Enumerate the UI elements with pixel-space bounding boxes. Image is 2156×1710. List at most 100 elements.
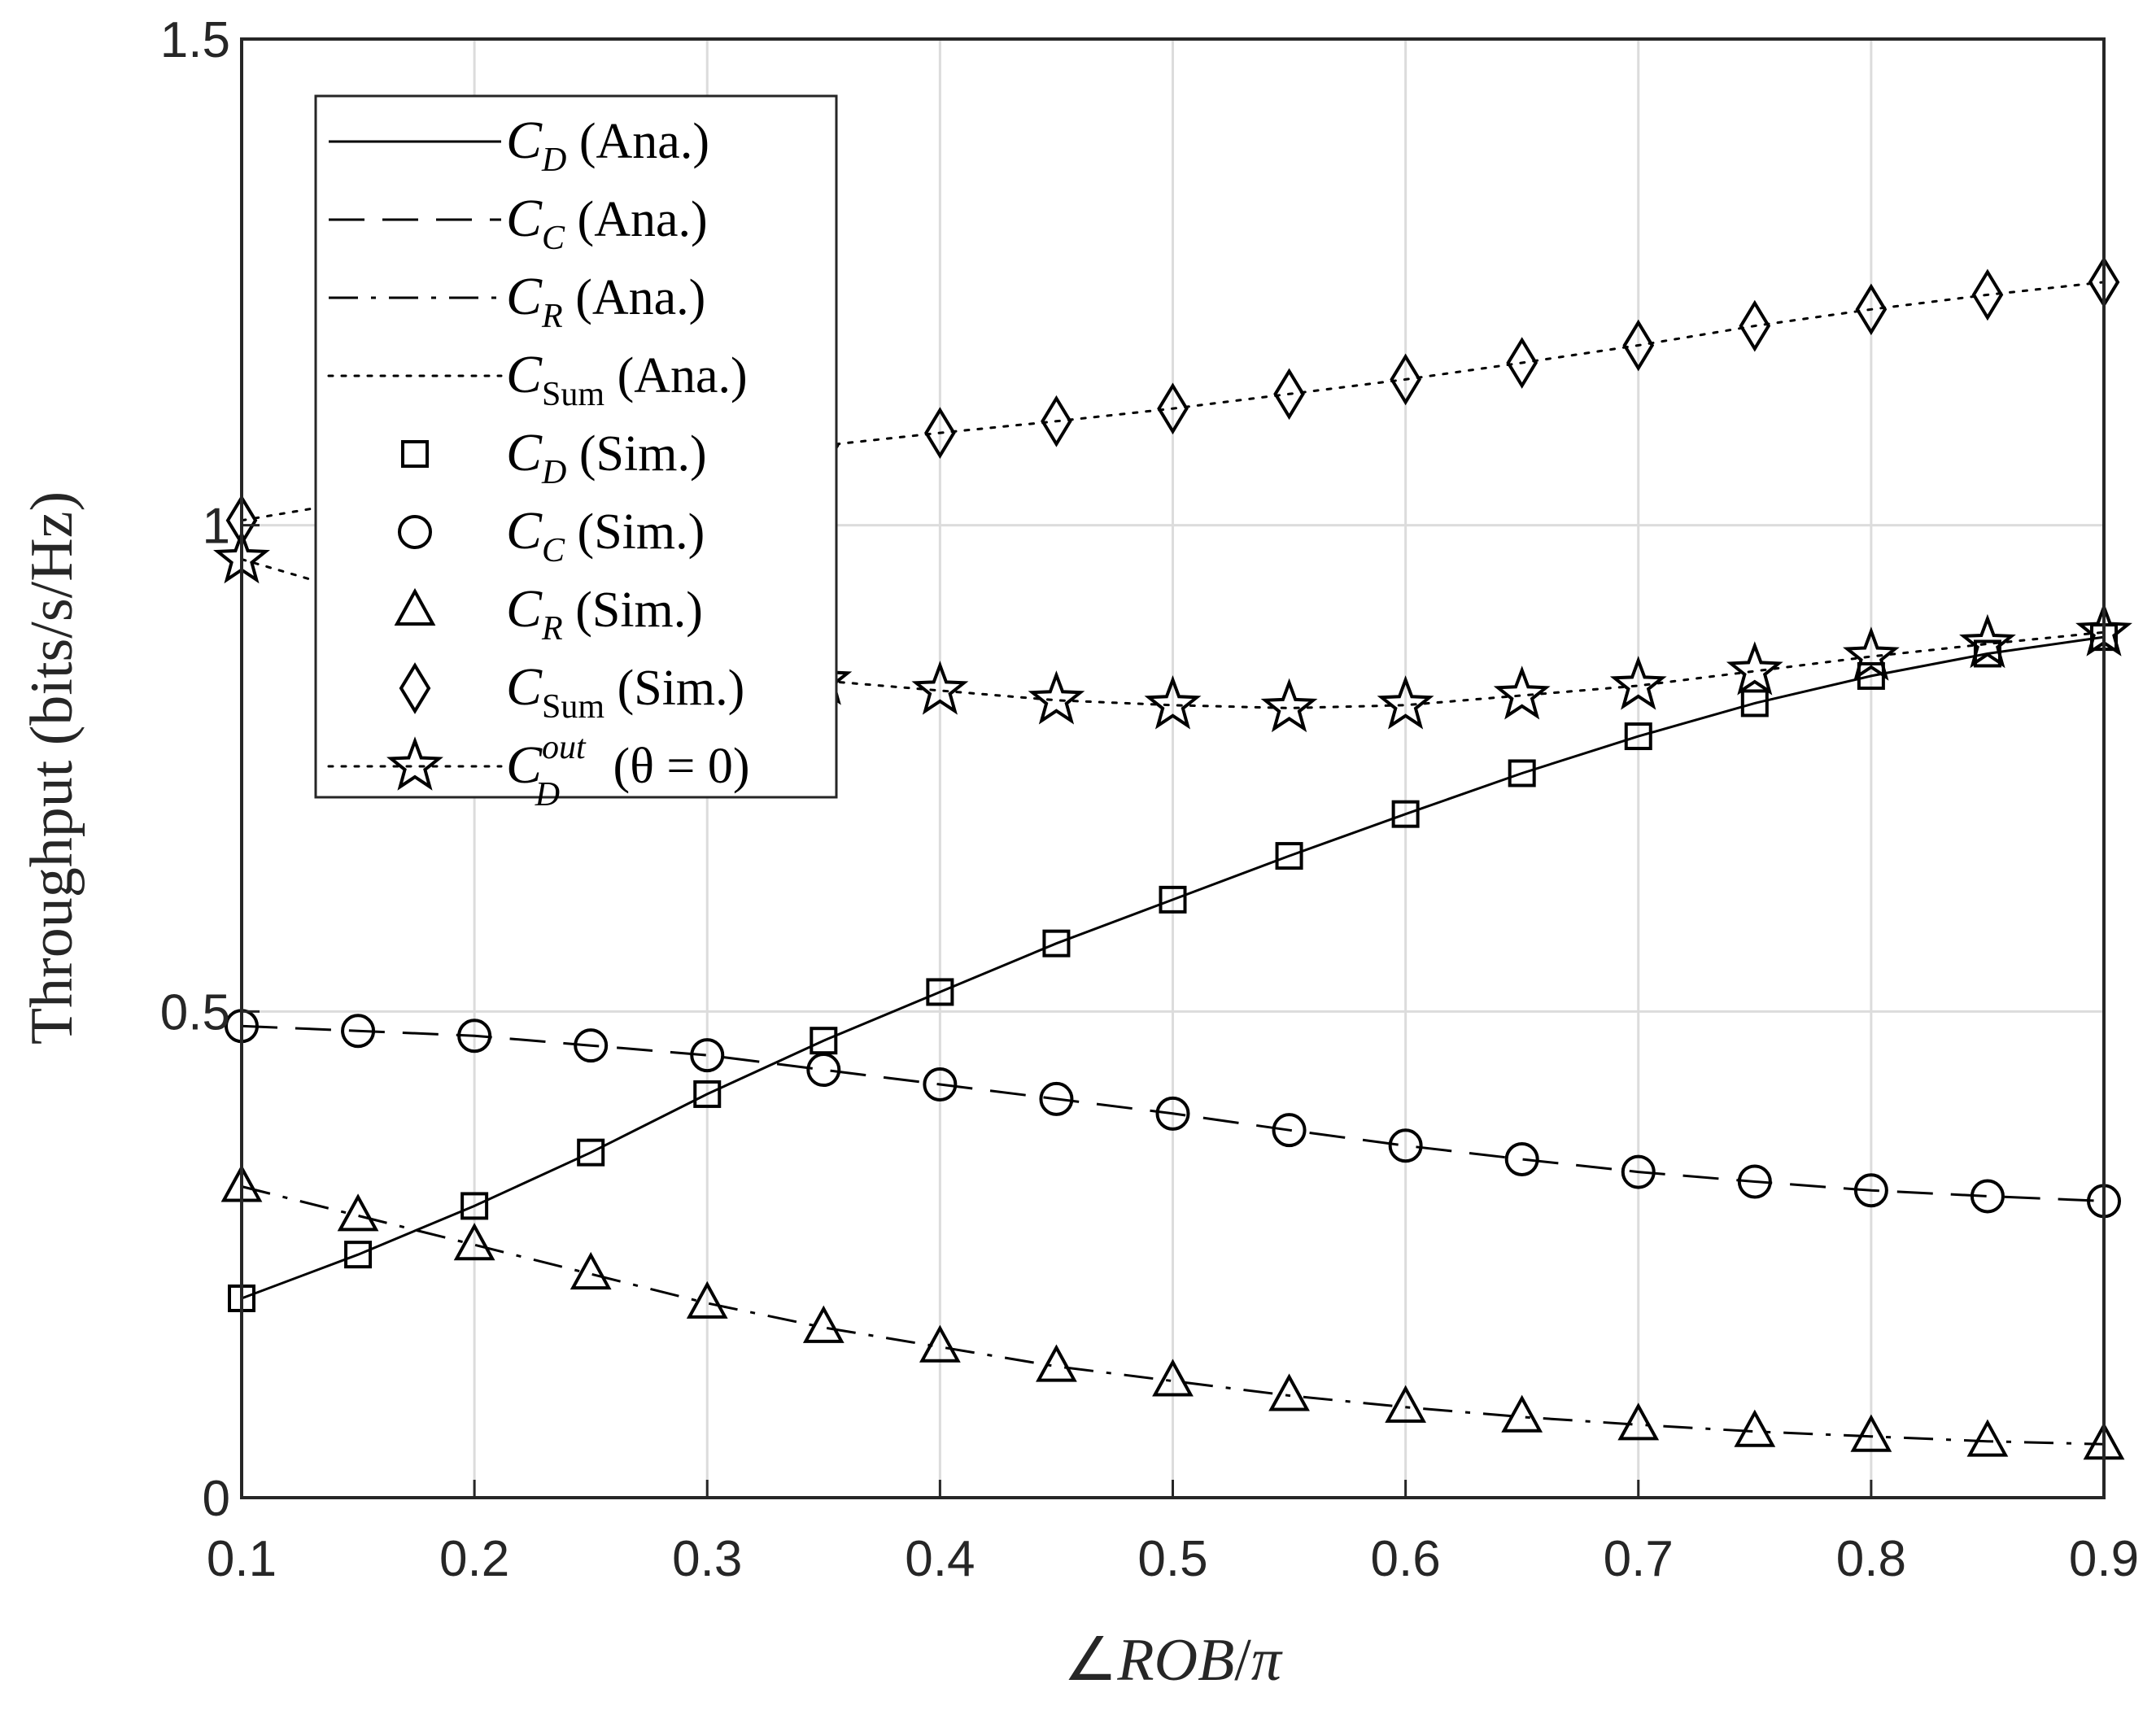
legend-label: Cout D (θ = 0) — [506, 729, 750, 814]
x-tick-label: 0.6 — [1371, 1531, 1441, 1587]
legend-item-cd_out: Cout D (θ = 0) — [327, 729, 750, 814]
marker-cr_sim — [1385, 1385, 1427, 1423]
marker-cr_sim — [570, 1251, 612, 1290]
marker-cd_out — [1377, 675, 1434, 730]
marker-cr_sim — [919, 1324, 961, 1363]
marker-cd_sim — [1740, 689, 1769, 718]
legend-marker — [386, 736, 443, 791]
marker-cr_sim — [1268, 1373, 1310, 1411]
marker-cc_sim — [1388, 1128, 1423, 1163]
marker-csum_sim — [1157, 382, 1189, 435]
marker-cd_sim — [577, 1138, 605, 1167]
legend-label: CD (Ana.) — [506, 111, 709, 179]
marker-cc_sim — [1621, 1154, 1656, 1189]
legend-item-csum_sim: CSum (Sim.) — [399, 657, 744, 726]
marker-cc_sim — [923, 1067, 958, 1101]
x-tick-label: 0.9 — [2069, 1531, 2139, 1587]
legend-item-cc_sim: CC (Sim.) — [398, 501, 705, 569]
x-tick-label: 0.5 — [1137, 1531, 1207, 1587]
marker-cr_sim — [1501, 1394, 1543, 1433]
marker-cd_out — [1609, 656, 1667, 710]
x-tick-label: 0.3 — [672, 1531, 742, 1587]
legend-item-cr_sim: CR (Sim.) — [394, 579, 703, 648]
marker-cd_sim — [344, 1241, 373, 1269]
marker-cc_sim — [1504, 1142, 1539, 1177]
tick-labels: 0.1 0.2 0.3 0.4 0.5 0.6 0.7 0.8 0.9 0 0.5 1 1.5 — [160, 12, 2139, 1587]
marker-cr_sim — [686, 1280, 728, 1319]
marker-cc_sim — [1272, 1113, 1307, 1148]
marker-cd_out — [1260, 678, 1318, 733]
legend-marker — [398, 515, 432, 549]
legend-item-csum_ana: CSum (Ana.) — [327, 345, 748, 413]
x-axis-label: ∠ROB/π — [1063, 1627, 1283, 1694]
legend-label: CR (Sim.) — [506, 579, 703, 648]
marker-cd_sim — [1391, 800, 1420, 828]
marker-cr_sim — [453, 1223, 495, 1261]
x-tick-label: 0.1 — [207, 1531, 277, 1587]
marker-cd_sim — [1624, 722, 1652, 751]
legend-label: CSum (Ana.) — [506, 345, 748, 413]
legend-marker — [401, 440, 429, 468]
y-axis-label: Throughput (bits/s/Hz) — [19, 491, 85, 1045]
marker-csum_sim — [1855, 283, 1888, 336]
marker-cd_out — [1959, 613, 2016, 669]
legend-item-cc_ana: CC (Ana.) — [329, 189, 708, 257]
marker-cc_sim — [457, 1019, 492, 1053]
marker-csum_sim — [924, 407, 956, 459]
marker-cc_sim — [1155, 1096, 1190, 1131]
y-tick-label: 1.5 — [160, 12, 230, 68]
marker-cd_sim — [1508, 759, 1536, 787]
marker-csum_sim — [1041, 395, 1072, 447]
marker-cd_out — [1726, 641, 1783, 696]
y-tick-label: 0.5 — [160, 984, 230, 1040]
line-cc_ana — [241, 1024, 2105, 1202]
marker-cd_out — [911, 661, 969, 715]
marker-cc_sim — [1970, 1179, 2005, 1214]
marker-cc_sim — [1737, 1164, 1772, 1199]
marker-csum_sim — [1273, 368, 1305, 421]
marker-cd_sim — [460, 1192, 489, 1220]
marker-cd_out — [1493, 665, 1551, 720]
marker-cc_sim — [574, 1028, 609, 1063]
marker-csum_sim — [1506, 337, 1538, 389]
marker-cr_sim — [1966, 1419, 2009, 1457]
legend-label: CC (Sim.) — [506, 501, 705, 569]
marker-cd_sim — [693, 1080, 722, 1108]
y-tick-label: 1 — [203, 499, 230, 555]
x-tick-label: 0.7 — [1604, 1531, 1674, 1587]
legend-label: CSum (Sim.) — [506, 657, 744, 726]
marker-cc_sim — [1039, 1081, 1074, 1116]
marker-cr_sim — [1036, 1344, 1077, 1382]
legend: CD (Ana.) CC (Ana.) CR (Ana.) CSum (Ana.) CD… — [314, 94, 838, 814]
marker-cr_sim — [802, 1305, 845, 1343]
marker-cd_out — [1144, 675, 1202, 730]
marker-cr_sim — [1617, 1402, 1660, 1441]
legend-item-cd_ana: CD (Ana.) — [329, 111, 709, 179]
y-tick-label: 0 — [203, 1471, 230, 1527]
marker-cc_sim — [341, 1014, 376, 1049]
legend-item-cd_sim: CD (Sim.) — [401, 423, 707, 491]
marker-cd_sim — [1275, 842, 1303, 870]
marker-cc_sim — [690, 1038, 725, 1073]
x-tick-label: 0.2 — [439, 1531, 509, 1587]
marker-cd_out — [1842, 626, 1900, 681]
x-tick-label: 0.4 — [905, 1531, 975, 1587]
marker-csum_sim — [1971, 268, 2004, 321]
marker-csum_sim — [1739, 299, 1771, 352]
marker-cr_sim — [1734, 1409, 1776, 1447]
legend-marker — [394, 587, 436, 626]
legend-label: CD (Sim.) — [506, 423, 707, 491]
marker-cd_sim — [1042, 929, 1071, 958]
marker-cd_sim — [926, 978, 954, 1006]
legend-label: CR (Ana.) — [506, 267, 705, 335]
marker-cc_sim — [806, 1053, 841, 1088]
legend-marker — [399, 662, 431, 714]
line-cr_ana — [241, 1185, 2105, 1446]
marker-cr_sim — [337, 1193, 379, 1232]
x-tick-label: 0.8 — [1836, 1531, 1906, 1587]
marker-csum_sim — [1390, 353, 1421, 406]
marker-cc_sim — [1853, 1173, 1888, 1208]
marker-cr_sim — [1850, 1414, 1892, 1452]
legend-label: CC (Ana.) — [506, 189, 708, 257]
